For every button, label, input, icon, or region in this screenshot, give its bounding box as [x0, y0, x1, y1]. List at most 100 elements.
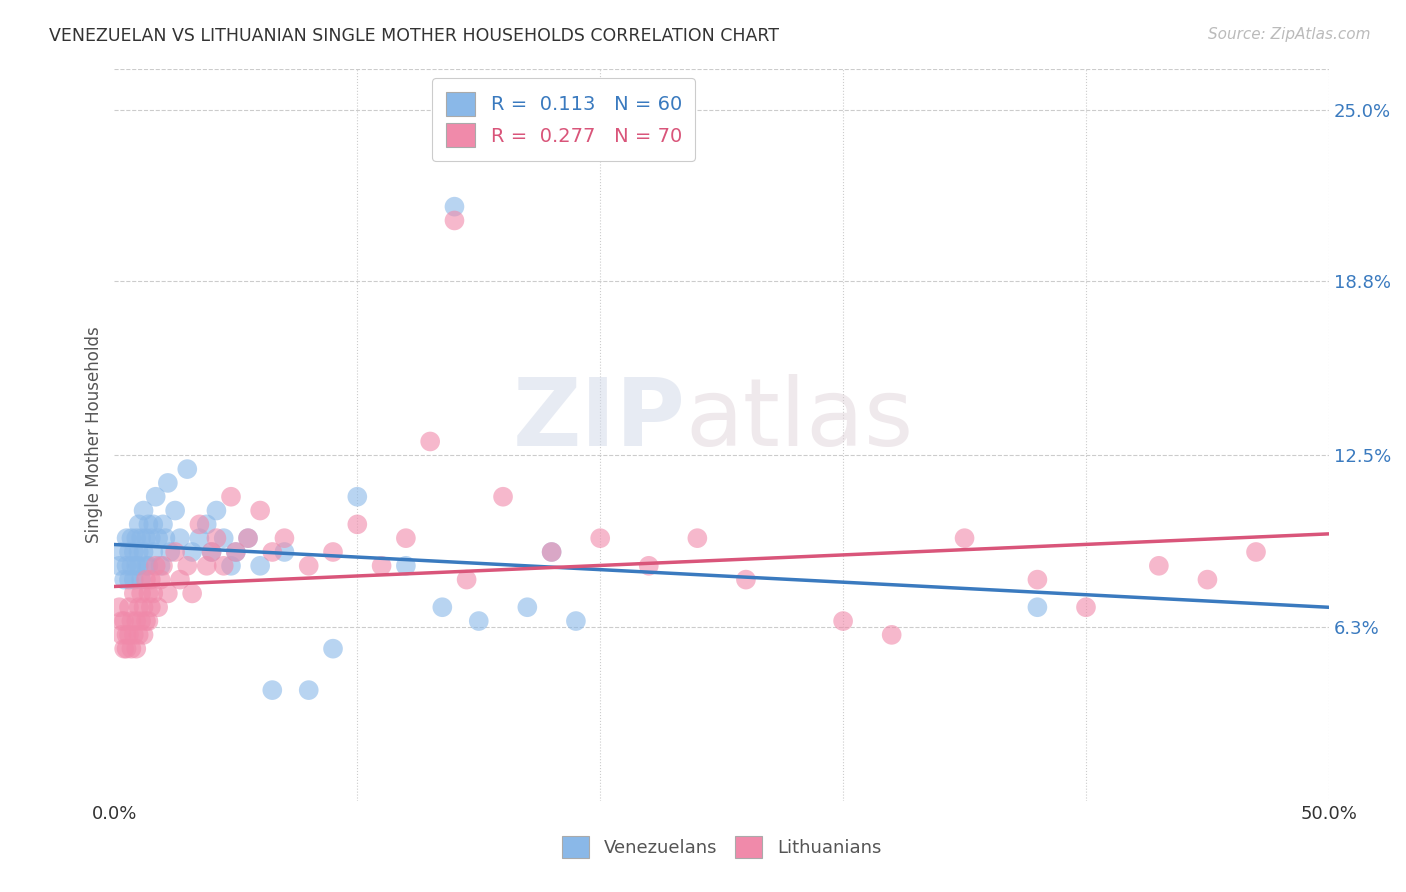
Point [540, 545, 562, 559]
Point [516, 600, 538, 615]
Point [120, 558, 142, 573]
Point [138, 586, 160, 600]
Point [135, 531, 157, 545]
Point [111, 614, 134, 628]
Text: ZIP: ZIP [512, 374, 685, 466]
Point [118, 600, 141, 615]
Point [115, 531, 138, 545]
Point [128, 628, 150, 642]
Point [122, 573, 145, 587]
Point [122, 586, 145, 600]
Point [468, 614, 491, 628]
Point [492, 490, 515, 504]
Point [205, 531, 228, 545]
Point [298, 683, 321, 698]
Point [1197, 573, 1219, 587]
Point [139, 600, 162, 615]
Point [142, 517, 165, 532]
Point [125, 531, 148, 545]
Point [145, 490, 167, 504]
Point [118, 628, 141, 642]
Point [129, 573, 152, 587]
Point [188, 531, 211, 545]
Point [236, 531, 259, 545]
Point [156, 475, 179, 490]
Point [249, 503, 271, 517]
Point [370, 558, 392, 573]
Point [169, 573, 191, 587]
Point [225, 545, 247, 559]
Point [298, 558, 321, 573]
Point [176, 462, 198, 476]
Point [273, 531, 295, 545]
Point [152, 558, 174, 573]
Point [322, 641, 344, 656]
Point [129, 531, 152, 545]
Point [132, 503, 155, 517]
Point [111, 545, 134, 559]
Point [120, 614, 142, 628]
Point [195, 558, 218, 573]
Legend: R =  0.113   N = 60, R =  0.277   N = 70: R = 0.113 N = 60, R = 0.277 N = 70 [432, 78, 696, 161]
Point [135, 573, 157, 587]
Point [120, 641, 142, 656]
Point [138, 614, 160, 628]
Point [953, 531, 976, 545]
Point [135, 614, 157, 628]
Point [1244, 545, 1267, 559]
Point [139, 531, 162, 545]
Point [205, 503, 228, 517]
Point [456, 573, 478, 587]
Point [200, 545, 222, 559]
Point [138, 558, 160, 573]
Text: Source: ZipAtlas.com: Source: ZipAtlas.com [1208, 27, 1371, 42]
Point [120, 531, 142, 545]
Point [115, 641, 138, 656]
Point [419, 434, 441, 449]
Point [181, 586, 204, 600]
Point [156, 586, 179, 600]
Point [165, 545, 187, 559]
Point [589, 531, 612, 545]
Text: atlas: atlas [685, 374, 914, 466]
Point [443, 200, 465, 214]
Point [135, 558, 157, 573]
Point [112, 614, 135, 628]
Point [219, 490, 242, 504]
Point [118, 573, 141, 587]
Point [832, 614, 855, 628]
Point [395, 531, 418, 545]
Point [249, 558, 271, 573]
Point [188, 517, 211, 532]
Point [142, 545, 165, 559]
Point [132, 628, 155, 642]
Point [686, 531, 709, 545]
Point [1026, 573, 1049, 587]
Point [146, 531, 169, 545]
Point [225, 545, 247, 559]
Point [195, 517, 218, 532]
Point [128, 545, 150, 559]
Point [395, 558, 418, 573]
Y-axis label: Single Mother Households: Single Mother Households [86, 326, 103, 543]
Point [118, 545, 141, 559]
Point [169, 531, 191, 545]
Point [165, 503, 187, 517]
Point [273, 545, 295, 559]
Point [142, 586, 165, 600]
Point [132, 600, 155, 615]
Point [112, 641, 135, 656]
Point [145, 558, 167, 573]
Point [125, 558, 148, 573]
Point [322, 545, 344, 559]
Point [129, 586, 152, 600]
Point [262, 683, 284, 698]
Point [129, 614, 152, 628]
Point [200, 545, 222, 559]
Point [176, 558, 198, 573]
Point [880, 628, 903, 642]
Point [132, 545, 155, 559]
Point [152, 517, 174, 532]
Point [346, 490, 368, 504]
Point [565, 614, 588, 628]
